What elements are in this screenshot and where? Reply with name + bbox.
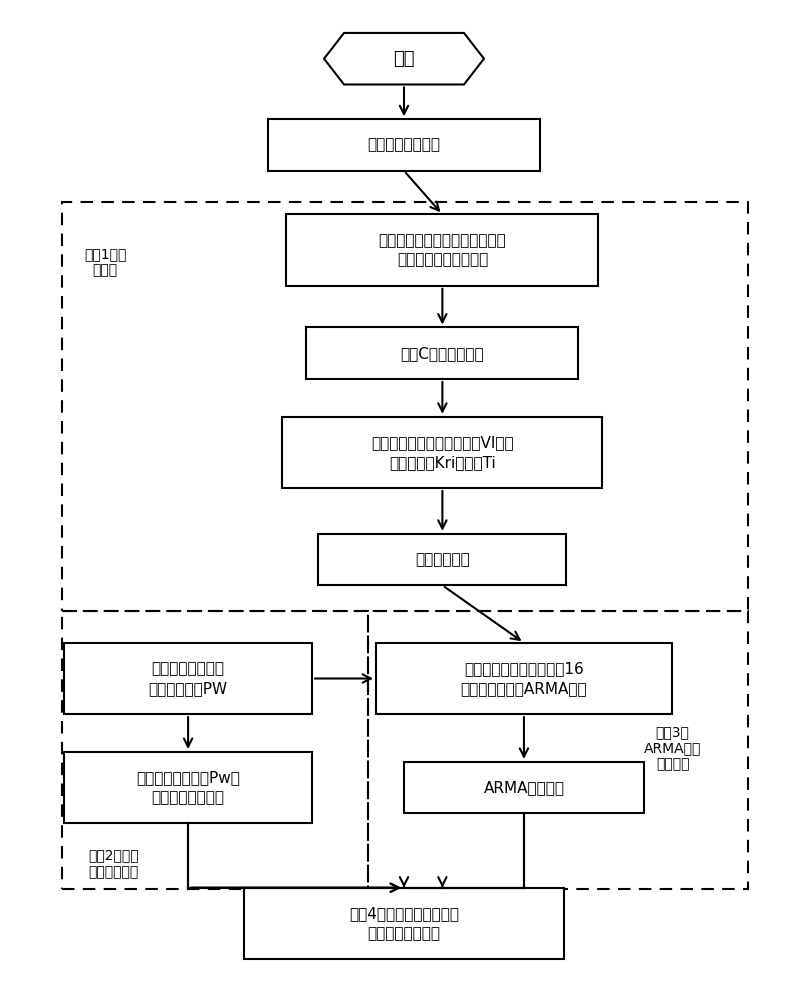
FancyBboxPatch shape: [287, 214, 598, 286]
Text: 步骤3、
ARMA时序
建模部分: 步骤3、 ARMA时序 建模部分: [644, 725, 701, 771]
Text: 创建电站出力状态
转移概率矩阵PW: 创建电站出力状态 转移概率矩阵PW: [149, 661, 228, 696]
FancyBboxPatch shape: [306, 327, 579, 379]
FancyBboxPatch shape: [64, 752, 312, 823]
Text: 光伏发电历史数据: 光伏发电历史数据: [368, 137, 440, 152]
Text: 应用状态转移模型Pw预
测下一日电站状态: 应用状态转移模型Pw预 测下一日电站状态: [137, 770, 240, 805]
Text: 开始: 开始: [393, 50, 415, 68]
Bar: [368, 611, 748, 889]
Text: 步骤2、概率
转移模型部分: 步骤2、概率 转移模型部分: [88, 849, 139, 879]
Polygon shape: [324, 33, 484, 84]
FancyBboxPatch shape: [283, 417, 602, 488]
FancyBboxPatch shape: [268, 119, 540, 171]
Text: 步骤1、聚
类部分: 步骤1、聚 类部分: [84, 247, 127, 277]
Bar: [61, 611, 368, 889]
Text: 聚类特征选取：辐照波动量VI、最
大辐照比例Kri、温度Ti: 聚类特征选取：辐照波动量VI、最 大辐照比例Kri、温度Ti: [371, 435, 514, 470]
Text: 针对电站状态转移的全部16
种可能分别进行ARMA建模: 针对电站状态转移的全部16 种可能分别进行ARMA建模: [461, 661, 587, 696]
Text: 光伏发电分为四种运行工况：晴
天、少云、多云、阴雨: 光伏发电分为四种运行工况：晴 天、少云、多云、阴雨: [378, 233, 507, 267]
FancyBboxPatch shape: [244, 888, 564, 959]
Text: 模糊C均值聚类算法: 模糊C均值聚类算法: [401, 346, 484, 361]
FancyBboxPatch shape: [376, 643, 672, 714]
Text: ARMA建模结果: ARMA建模结果: [483, 780, 565, 795]
FancyBboxPatch shape: [318, 534, 566, 585]
Text: 步骤4、生成全运行时段的
光伏发电时间序列: 步骤4、生成全运行时段的 光伏发电时间序列: [349, 906, 459, 941]
Text: 聚类结果分析: 聚类结果分析: [415, 552, 469, 567]
Bar: [61, 202, 748, 611]
FancyBboxPatch shape: [64, 643, 312, 714]
FancyBboxPatch shape: [404, 762, 644, 813]
